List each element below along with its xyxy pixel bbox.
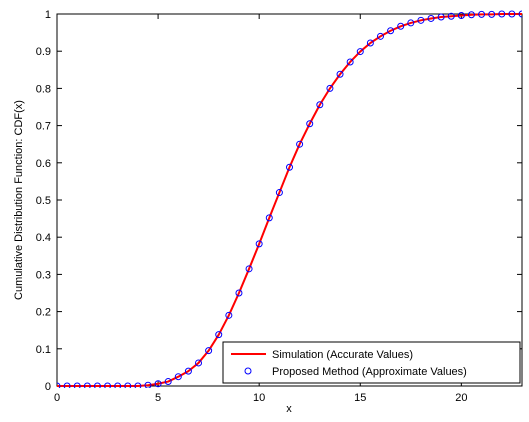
data-point-proposed-method <box>57 382 61 388</box>
data-point-proposed-method <box>427 14 435 22</box>
x-tick-label: 0 <box>54 392 60 404</box>
data-point-proposed-method <box>467 11 475 19</box>
data-point-proposed-method <box>205 347 213 355</box>
data-point-proposed-method <box>154 380 162 388</box>
legend-entry-proposed-method: Proposed Method (Approximate Values) <box>272 366 467 378</box>
data-point-proposed-method <box>417 16 425 24</box>
data-point-proposed-method <box>225 311 233 319</box>
x-tick-label: 20 <box>455 392 467 404</box>
data-point-proposed-method <box>63 382 71 388</box>
y-tick-label: 1 <box>45 9 51 21</box>
x-tick-label: 5 <box>155 392 161 404</box>
series-line-simulation <box>57 13 522 387</box>
data-point-proposed-method <box>437 13 445 21</box>
data-point-proposed-method <box>366 39 374 47</box>
y-tick-label: 0.4 <box>36 232 51 244</box>
data-point-proposed-method <box>215 331 223 339</box>
plot-content <box>57 10 522 388</box>
x-axis-label: x <box>286 403 292 415</box>
legend-box <box>222 341 521 384</box>
data-point-proposed-method <box>508 10 516 18</box>
data-point-proposed-method <box>255 240 263 248</box>
data-point-proposed-method <box>144 381 152 388</box>
data-point-proposed-method <box>346 58 354 66</box>
data-point-proposed-method <box>174 373 182 381</box>
data-point-proposed-method <box>498 10 506 18</box>
y-tick-label: 0 <box>45 381 51 393</box>
data-point-proposed-method <box>73 382 81 388</box>
data-point-proposed-method <box>286 163 293 171</box>
data-point-proposed-method <box>518 10 522 18</box>
data-point-proposed-method <box>195 359 203 367</box>
y-tick-label: 0.9 <box>36 46 51 58</box>
y-tick-label: 0.7 <box>36 121 51 133</box>
data-point-proposed-method <box>376 32 384 40</box>
y-tick-label: 0.8 <box>36 83 51 95</box>
data-point-proposed-method <box>478 10 486 18</box>
data-point-proposed-method <box>326 84 334 92</box>
data-point-proposed-method <box>296 140 304 148</box>
data-point-proposed-method <box>265 214 273 222</box>
plot-area-frame <box>56 13 523 387</box>
x-tick-label: 15 <box>354 392 366 404</box>
y-axis-label: Cumulative Distribution Function: CDF(x) <box>13 100 25 300</box>
data-point-proposed-method <box>457 11 465 19</box>
legend-entry-simulation: Simulation (Accurate Values) <box>272 349 413 361</box>
legend: Simulation (Accurate Values) Proposed Me… <box>222 341 521 384</box>
data-point-proposed-method <box>407 19 415 27</box>
data-point-proposed-method <box>164 378 172 386</box>
data-point-proposed-method <box>104 382 112 388</box>
data-point-proposed-method <box>93 382 101 388</box>
data-point-proposed-method <box>356 48 364 56</box>
axis-tick-labels: 0 5 10 15 20 0 0.1 0.2 0.3 0.4 0.5 0.6 0.7 0.8 0.9 1 <box>36 9 468 404</box>
y-tick-label: 0.3 <box>36 269 51 281</box>
y-tick-label: 0.1 <box>36 344 51 356</box>
data-point-proposed-method <box>447 12 455 20</box>
x-tick-label: 10 <box>253 392 265 404</box>
data-point-proposed-method <box>387 27 395 35</box>
data-point-proposed-method <box>275 189 283 197</box>
legend-marker-swatch <box>244 367 252 375</box>
data-point-proposed-method <box>114 382 122 388</box>
data-point-proposed-method <box>397 22 405 30</box>
data-point-proposed-method <box>306 120 314 128</box>
y-tick-label: 0.2 <box>36 307 51 319</box>
y-tick-label: 0.6 <box>36 158 51 170</box>
data-point-proposed-method <box>184 367 192 375</box>
data-point-proposed-method <box>316 101 324 109</box>
data-point-proposed-method <box>83 382 91 388</box>
data-point-proposed-method <box>134 382 142 388</box>
data-point-proposed-method <box>124 382 132 388</box>
data-point-proposed-method <box>488 10 496 18</box>
data-point-proposed-method <box>336 70 344 78</box>
data-point-proposed-method <box>245 265 253 273</box>
y-tick-label: 0.5 <box>36 195 51 207</box>
data-point-proposed-method <box>235 289 243 297</box>
